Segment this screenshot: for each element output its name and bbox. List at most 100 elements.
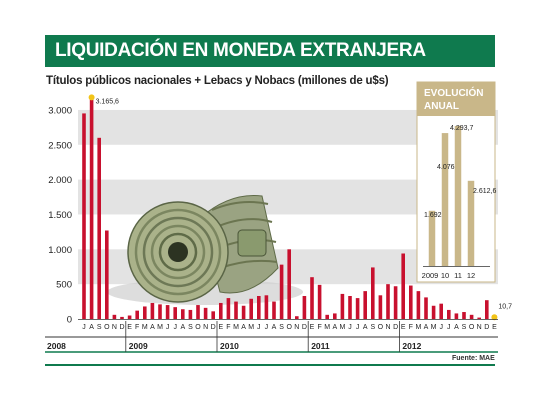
- bar: [241, 305, 246, 319]
- data-label: 10,7: [498, 303, 512, 310]
- data-annotations: 3.165,6 10,7: [88, 94, 512, 321]
- bar: [325, 314, 329, 319]
- bar: [264, 295, 269, 319]
- month-label: J: [257, 324, 261, 331]
- bar: [165, 305, 170, 319]
- month-label: E: [310, 324, 315, 331]
- bottom-rule: [45, 364, 495, 366]
- month-label: N: [294, 324, 299, 331]
- month-label: J: [265, 324, 269, 331]
- month-label: A: [241, 324, 246, 331]
- bar: [135, 310, 139, 319]
- bar: [226, 298, 231, 319]
- month-label: D: [211, 324, 216, 331]
- bar: [279, 264, 284, 319]
- bar: [302, 296, 307, 319]
- month-label: S: [97, 324, 102, 331]
- bar: [234, 301, 238, 319]
- y-tick-label: 0: [67, 315, 72, 326]
- bar: [409, 285, 413, 319]
- bar: [416, 291, 421, 319]
- year-label: 2008: [47, 341, 66, 351]
- month-label: D: [393, 324, 398, 331]
- year-label: 2012: [402, 341, 421, 351]
- month-label: J: [439, 324, 443, 331]
- bar: [150, 302, 155, 319]
- inset-title-line: EVOLUCIÓN: [424, 86, 483, 99]
- month-label: A: [272, 324, 277, 331]
- month-label: J: [348, 324, 352, 331]
- month-label: F: [226, 324, 230, 331]
- y-axis: 0 500 1.000 1.500 2.000 2.500 3.000: [48, 105, 72, 325]
- month-label: A: [454, 324, 459, 331]
- month-label: J: [356, 324, 360, 331]
- bar: [173, 307, 177, 319]
- title-banner: LIQUIDACIÓN EN MONEDA EXTRANJERA: [45, 35, 495, 67]
- month-label: O: [378, 324, 384, 331]
- month-label: O: [286, 324, 292, 331]
- bar: [485, 300, 489, 319]
- bar: [295, 316, 299, 319]
- month-label: S: [462, 324, 467, 331]
- inset-bar: [428, 210, 436, 266]
- bar: [363, 291, 367, 319]
- month-label: O: [195, 324, 201, 331]
- month-label: A: [180, 324, 185, 331]
- bar: [287, 249, 291, 319]
- inset-bar: [441, 133, 449, 266]
- month-label: O: [104, 324, 110, 331]
- bar: [272, 301, 276, 319]
- inset-tick-label: 2009: [422, 271, 439, 280]
- month-label: M: [233, 324, 239, 331]
- month-label: E: [492, 324, 497, 331]
- bar: [454, 313, 459, 319]
- year-label: 2009: [129, 341, 148, 351]
- inset-data-label: 4.293,7: [450, 125, 473, 132]
- bar: [310, 277, 314, 319]
- bar: [82, 113, 86, 319]
- y-tick-label: 500: [56, 280, 72, 291]
- month-label: D: [302, 324, 307, 331]
- month-label: D: [484, 324, 489, 331]
- y-tick-label: 2.000: [48, 175, 72, 186]
- chart-subtitle: Títulos públicos nacionales + Lebacs y N…: [46, 75, 389, 87]
- bar: [371, 267, 375, 319]
- bar-series: [82, 98, 497, 319]
- month-label: S: [279, 324, 284, 331]
- month-label: E: [218, 324, 223, 331]
- bar: [317, 284, 322, 319]
- month-label: F: [409, 324, 413, 331]
- year-label: 2011: [311, 341, 330, 351]
- page-title: LIQUIDACIÓN EN MONEDA EXTRANJERA: [55, 40, 426, 61]
- bar: [469, 314, 474, 319]
- bar: [462, 312, 466, 319]
- bar: [127, 315, 132, 319]
- bar: [424, 297, 428, 319]
- month-label: M: [339, 324, 345, 331]
- bar: [393, 286, 398, 319]
- bar: [196, 305, 200, 319]
- bar: [401, 253, 405, 319]
- month-label: J: [82, 324, 86, 331]
- inset-bar: [467, 180, 475, 266]
- month-label: F: [317, 324, 321, 331]
- bar: [203, 307, 208, 319]
- y-tick-label: 2.500: [48, 140, 72, 151]
- bar: [120, 316, 124, 319]
- month-label: O: [469, 324, 475, 331]
- inset-data-label: 4.076,3: [437, 164, 460, 171]
- month-label: N: [477, 324, 482, 331]
- data-label: 3.165,6: [96, 98, 119, 105]
- month-label: J: [166, 324, 170, 331]
- inset-title-line: ANUAL: [424, 101, 459, 112]
- month-label: N: [385, 324, 390, 331]
- bar: [89, 98, 94, 319]
- y-tick-label: 1.000: [48, 245, 72, 256]
- inset-annual-chart: EVOLUCIÓN ANUAL 1.692,7 2009 4.076,3 10 4.293,…: [416, 81, 496, 283]
- bar: [257, 296, 261, 319]
- bar: [333, 313, 337, 319]
- highlight-dot: [491, 314, 498, 321]
- month-label: M: [431, 324, 437, 331]
